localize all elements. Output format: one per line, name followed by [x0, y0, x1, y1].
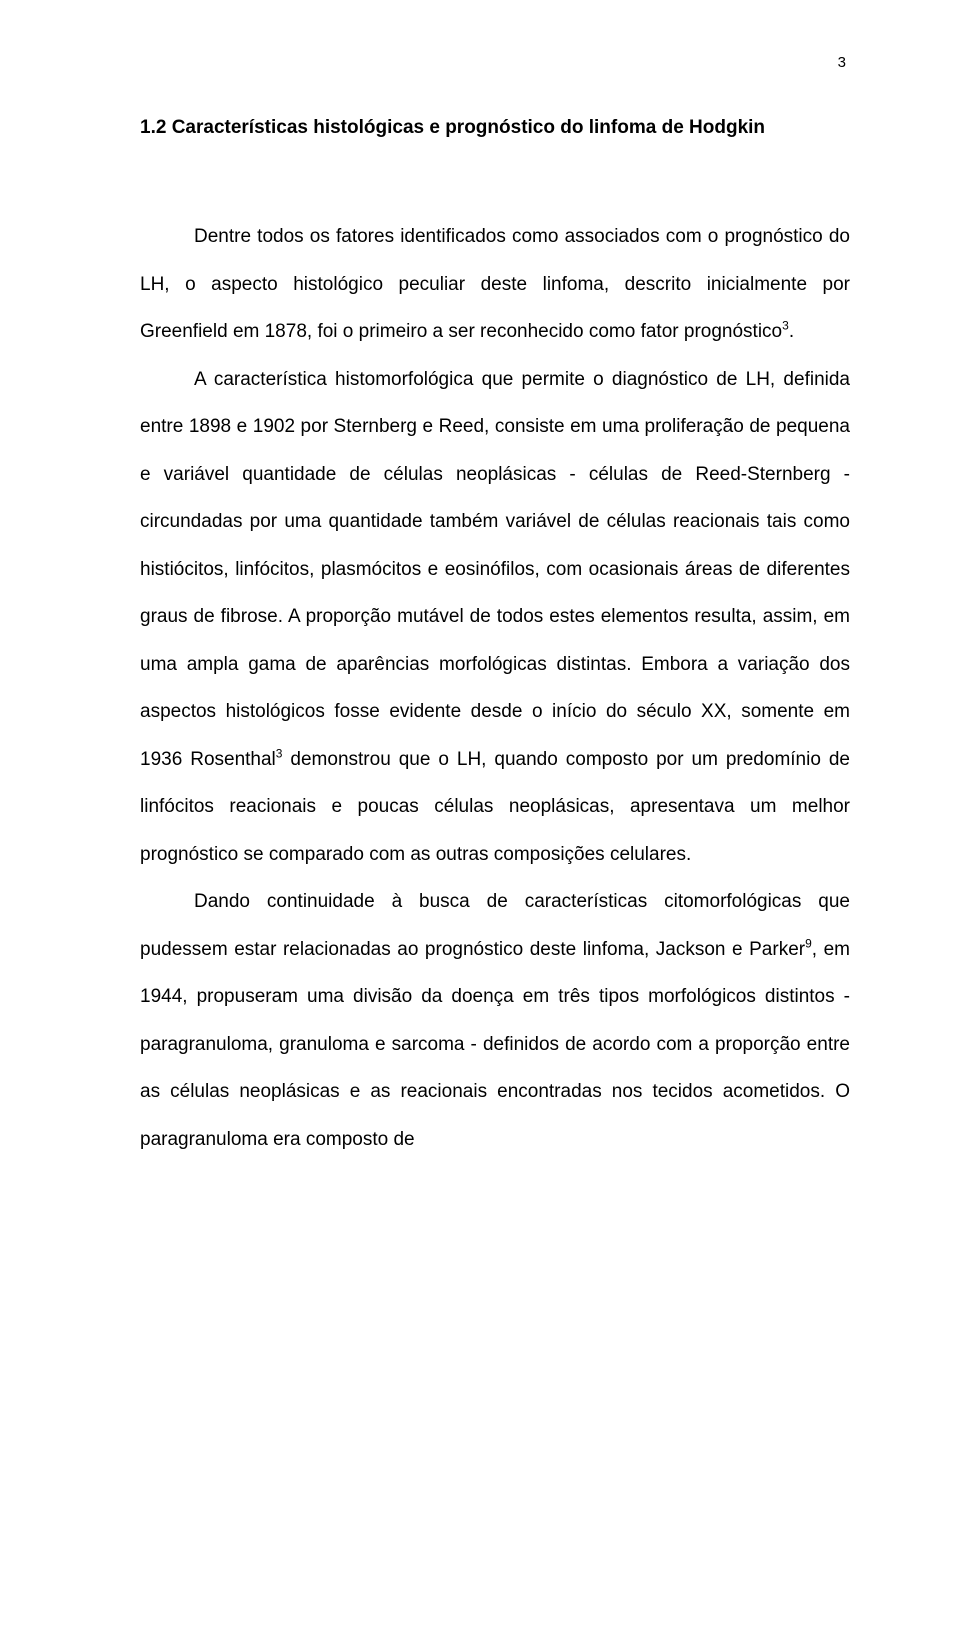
page-number: 3 [140, 54, 850, 71]
p1-text-part1: Dentre todos os fatores identificados co… [140, 226, 850, 342]
paragraph-1: Dentre todos os fatores identificados co… [140, 213, 850, 356]
p1-text-part2: . [789, 321, 794, 342]
paragraph-3: Dando continuidade à busca de caracterís… [140, 878, 850, 1163]
p2-text-part1: A característica histomorfológica que pe… [140, 369, 850, 770]
section-heading: 1.2 Características histológicas e progn… [140, 113, 850, 143]
paragraph-2: A característica histomorfológica que pe… [140, 356, 850, 879]
p3-text-part1: Dando continuidade à busca de caracterís… [140, 891, 850, 960]
p3-text-part2: , em 1944, propuseram uma divisão da doe… [140, 939, 850, 1150]
p1-superscript-1: 3 [782, 319, 789, 333]
p3-superscript-1: 9 [805, 937, 812, 951]
